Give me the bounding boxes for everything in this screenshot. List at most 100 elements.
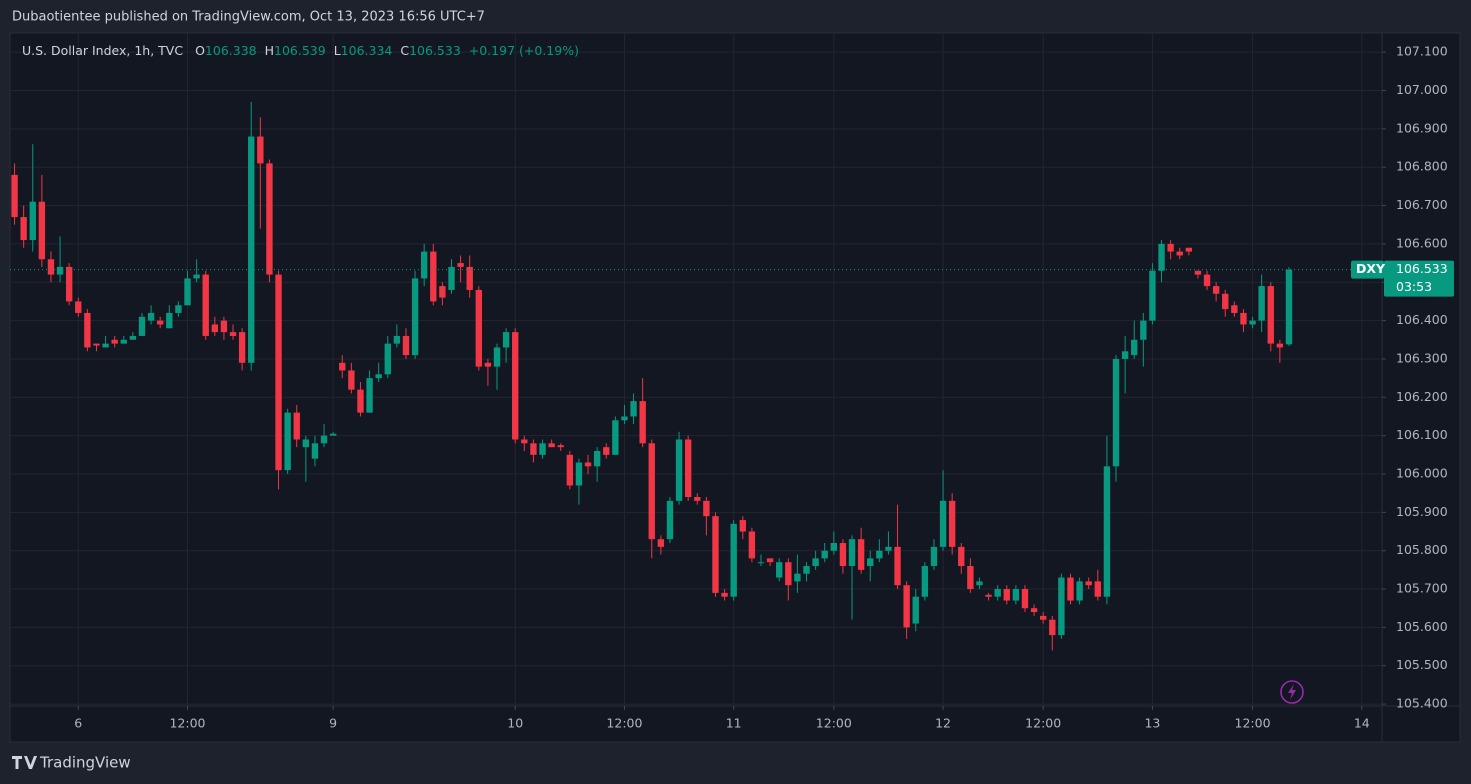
- brand-logo: [12, 756, 37, 769]
- y-tick-label: 106.000: [1396, 465, 1448, 480]
- x-tick-label: 12:00: [816, 716, 852, 731]
- candle-body: [493, 347, 501, 367]
- candle-body: [20, 217, 27, 241]
- candle-body: [1131, 339, 1138, 356]
- price-tag-countdown: 03:53: [1396, 279, 1432, 294]
- candle-body: [548, 443, 555, 448]
- candle-body: [1222, 293, 1229, 310]
- candle-body: [958, 546, 965, 567]
- candle-body: [311, 443, 319, 459]
- x-tick-label: 9: [329, 716, 337, 731]
- y-tick-label: 106.900: [1396, 120, 1448, 135]
- candle-body: [739, 520, 746, 532]
- candle-body: [684, 439, 692, 498]
- y-tick-label: 106.200: [1396, 389, 1448, 404]
- candle-body: [1167, 243, 1174, 252]
- candle-body: [830, 543, 838, 551]
- candle-body: [1185, 247, 1193, 252]
- candle-body: [1012, 589, 1020, 601]
- y-tick-label: 105.500: [1396, 657, 1448, 672]
- candle-body: [384, 343, 391, 375]
- candle-body: [202, 274, 209, 336]
- open-value: 106.338: [205, 43, 257, 58]
- candle-body: [857, 539, 865, 570]
- candle-body: [220, 320, 228, 333]
- candle-body: [502, 332, 510, 348]
- candle-body: [903, 585, 910, 628]
- candle-body: [557, 445, 564, 448]
- candle-body: [102, 343, 109, 348]
- candle-body: [794, 573, 801, 582]
- candle-body: [785, 562, 792, 586]
- candle-body: [229, 332, 237, 336]
- y-tick-label: 106.100: [1396, 427, 1448, 442]
- candle-body: [639, 401, 646, 444]
- open-label: O: [195, 43, 205, 58]
- candle-body: [257, 136, 264, 164]
- x-tick-label: 6: [74, 716, 82, 731]
- candle-body: [694, 497, 701, 501]
- candle-body: [566, 454, 574, 486]
- candle-body: [748, 531, 756, 559]
- high-value: 106.539: [274, 43, 326, 58]
- x-tick-label: 12:00: [1025, 716, 1061, 731]
- candle-body: [366, 378, 373, 413]
- x-tick-label: 14: [1354, 716, 1370, 731]
- candle-body: [138, 316, 146, 336]
- x-tick-label: 11: [726, 716, 742, 731]
- y-tick-label: 106.800: [1396, 159, 1448, 174]
- publisher-line: Dubaotientee published on TradingView.co…: [12, 10, 485, 25]
- candle-body: [530, 443, 537, 455]
- y-tick-label: 106.600: [1396, 235, 1448, 250]
- candle-body: [1085, 581, 1092, 586]
- candle-body: [238, 332, 246, 363]
- candle-body: [466, 266, 473, 290]
- y-tick-label: 105.400: [1396, 696, 1448, 711]
- legend-line: U.S. Dollar Index, 1h, TVC O106.338 H106…: [22, 43, 579, 58]
- candle-body: [421, 251, 428, 279]
- y-tick-label: 105.700: [1396, 581, 1448, 596]
- candles: [11, 102, 1293, 651]
- candle-body: [357, 389, 364, 413]
- y-tick-label: 107.000: [1396, 82, 1448, 97]
- candle-body: [1040, 615, 1047, 620]
- chart-frame: [9, 32, 1461, 743]
- candle-body: [812, 558, 819, 567]
- candle-body: [475, 289, 482, 367]
- candle-body: [302, 439, 310, 448]
- candle-body: [721, 592, 728, 597]
- candle-body: [666, 500, 674, 540]
- x-tick-label: 12: [935, 716, 951, 731]
- candle-body: [402, 335, 410, 356]
- candle-body: [147, 312, 155, 321]
- candle-body: [320, 435, 328, 444]
- alert-bolt: [1288, 684, 1296, 700]
- candle-body: [275, 274, 282, 471]
- candle-body: [211, 324, 219, 333]
- candle-body: [876, 550, 883, 559]
- candle-body: [621, 416, 628, 421]
- alert-icon[interactable]: [1280, 680, 1304, 704]
- candle-body: [730, 523, 737, 597]
- candle-body: [939, 500, 947, 547]
- candle-body: [593, 450, 601, 467]
- close-value: 106.533: [409, 43, 461, 58]
- candle-body: [803, 566, 810, 574]
- candle-body: [1203, 274, 1211, 287]
- candle-body: [1021, 589, 1029, 609]
- close-label: C: [400, 43, 409, 58]
- y-tick-label: 106.400: [1396, 312, 1448, 327]
- brand-name: TradingView: [39, 754, 131, 772]
- candle-body: [1030, 608, 1038, 613]
- candle-body: [821, 550, 828, 559]
- candle-body: [293, 412, 300, 440]
- candle-body: [157, 320, 164, 325]
- candle-body: [11, 174, 18, 218]
- candle-body: [976, 581, 983, 586]
- candle-body: [84, 312, 91, 348]
- candle-body: [675, 439, 683, 501]
- price-tag-symbol-bg: [1351, 260, 1384, 279]
- candle-body: [1103, 466, 1111, 597]
- candle-body: [648, 443, 655, 540]
- candle-body: [175, 305, 182, 313]
